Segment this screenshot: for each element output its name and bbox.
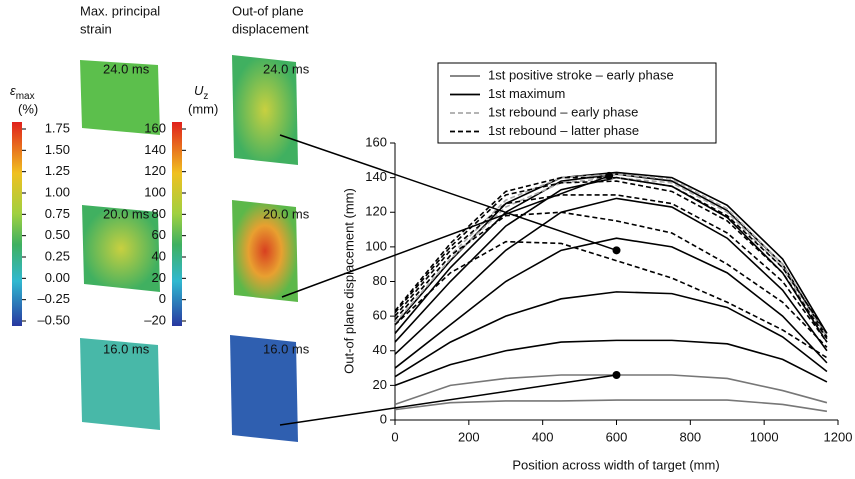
colorbar-label: 0 — [159, 291, 166, 306]
colorbar — [12, 122, 22, 326]
colorbar-label: –20 — [144, 312, 166, 327]
y-tick-label: 0 — [380, 411, 387, 426]
legend-label: 1st rebound – latter phase — [488, 123, 639, 138]
time-label: 20.0 ms — [103, 206, 150, 221]
colorbar-title: Uz — [194, 83, 208, 101]
colorbar-unit: (%) — [18, 101, 38, 116]
panel-title: displacement — [232, 21, 309, 36]
connector — [280, 135, 617, 250]
x-tick-label: 400 — [532, 429, 554, 444]
line — [395, 400, 827, 411]
line — [395, 198, 827, 354]
x-tick-label: 600 — [606, 429, 628, 444]
y-tick-label: 60 — [373, 308, 387, 323]
colorbar-label: 0.75 — [45, 206, 70, 221]
colorbar-label: 1.50 — [45, 142, 70, 157]
legend-label: 1st rebound – early phase — [488, 104, 638, 119]
y-axis-label: Out-of plane displacement (mm) — [341, 188, 356, 374]
time-label: 20.0 ms — [263, 206, 310, 221]
legend-label: 1st positive stroke – early phase — [488, 67, 674, 82]
marker — [613, 246, 621, 254]
y-tick-label: 20 — [373, 377, 387, 392]
legend-label: 1st maximum — [488, 86, 565, 101]
colorbar-label: 80 — [152, 206, 166, 221]
colorbar-label: 160 — [144, 120, 166, 135]
line — [395, 174, 827, 337]
y-tick-label: 160 — [365, 134, 387, 149]
line — [395, 292, 827, 377]
line — [395, 174, 827, 337]
line — [395, 340, 827, 385]
colorbar-label: 0.25 — [45, 248, 70, 263]
colorbar-label: 1.00 — [45, 184, 70, 199]
figure: Max. principal strain Out-of plane displ… — [0, 0, 855, 479]
x-tick-label: 1200 — [824, 429, 853, 444]
x-tick-label: 1000 — [750, 429, 779, 444]
colorbar — [172, 122, 182, 326]
panel-title: strain — [80, 21, 112, 36]
x-tick-label: 800 — [679, 429, 701, 444]
colorbar-label: 120 — [144, 163, 166, 178]
colorbar-label: 100 — [144, 184, 166, 199]
y-tick-label: 40 — [373, 342, 387, 357]
y-tick-label: 100 — [365, 238, 387, 253]
colorbar-label: 0.50 — [45, 227, 70, 242]
colorbar-label: 140 — [144, 142, 166, 157]
panel-title: Max. principal — [80, 3, 160, 18]
colorbar-label: 1.25 — [45, 163, 70, 178]
marker — [605, 172, 613, 180]
y-tick-label: 120 — [365, 204, 387, 219]
panel-title: Out-of plane — [232, 3, 304, 18]
line — [395, 178, 827, 334]
time-label: 24.0 ms — [103, 61, 150, 76]
subscript: max — [16, 91, 35, 102]
colorbar-label: 20 — [152, 270, 166, 285]
time-label: 16.0 ms — [263, 341, 310, 356]
colorbar-label: –0.25 — [37, 291, 70, 306]
colorbar-label: 60 — [152, 227, 166, 242]
x-tick-label: 200 — [458, 429, 480, 444]
colorbar-label: 1.75 — [45, 120, 70, 135]
colorbar-unit: (mm) — [188, 101, 218, 116]
colorbar-label: 40 — [152, 248, 166, 263]
connector — [280, 375, 617, 425]
y-tick-label: 80 — [373, 273, 387, 288]
colorbar-label: 0.00 — [45, 270, 70, 285]
line — [395, 212, 827, 347]
x-axis-label: Position across width of target (mm) — [512, 457, 719, 472]
subscript: z — [203, 91, 208, 102]
time-label: 16.0 ms — [103, 341, 150, 356]
colorbar-label: –0.50 — [37, 312, 70, 327]
x-tick-label: 0 — [391, 429, 398, 444]
connector — [282, 176, 609, 297]
marker — [613, 371, 621, 379]
time-label: 24.0 ms — [263, 61, 310, 76]
line — [395, 181, 827, 339]
colorbar-title: εmax — [10, 83, 35, 101]
